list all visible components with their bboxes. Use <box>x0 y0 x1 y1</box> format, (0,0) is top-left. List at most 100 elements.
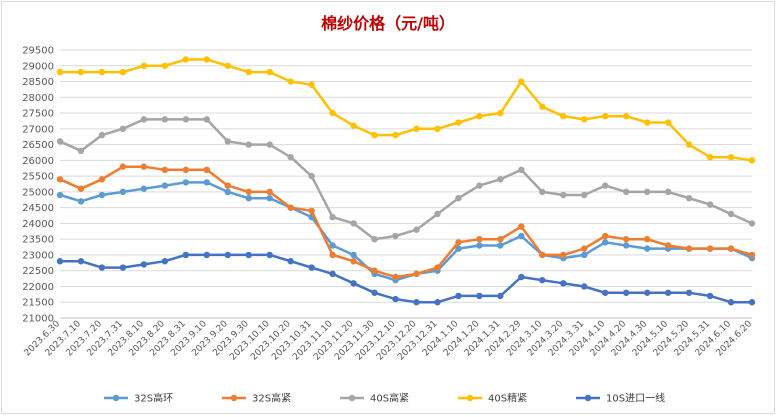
data-point <box>748 220 756 227</box>
data-point <box>182 56 190 63</box>
y-tick-label: 29000 <box>22 61 54 72</box>
data-point <box>308 264 315 271</box>
legend-label: 40S精紧 <box>488 392 527 405</box>
data-point <box>119 264 127 271</box>
data-point <box>287 204 294 211</box>
data-point <box>182 179 190 186</box>
y-tick-label: 28000 <box>22 93 54 104</box>
data-point <box>706 154 714 161</box>
data-point <box>727 210 735 218</box>
legend-label: 32S高紧 <box>252 392 291 405</box>
data-point <box>497 292 504 300</box>
chart-title: 棉纱价格（元/吨） <box>321 14 455 33</box>
y-tick-label: 21000 <box>22 314 54 325</box>
data-point <box>602 239 609 246</box>
series-line <box>59 165 753 279</box>
gridlines <box>60 49 752 319</box>
data-point <box>643 289 651 296</box>
data-point <box>685 194 693 202</box>
data-point <box>119 163 127 170</box>
series-line <box>60 253 752 304</box>
y-tick-label: 24500 <box>22 203 54 214</box>
data-point <box>706 201 714 208</box>
legend-marker <box>584 394 592 402</box>
data-point <box>350 220 357 227</box>
legend-item: 40S精紧 <box>458 392 527 405</box>
data-point <box>266 251 273 259</box>
data-point <box>308 172 315 180</box>
data-point <box>161 166 169 174</box>
series-line <box>59 181 753 282</box>
data-point <box>455 292 462 300</box>
data-point <box>77 258 85 265</box>
data-point <box>413 270 420 278</box>
data-point <box>350 251 357 259</box>
data-point <box>602 113 609 120</box>
data-point <box>140 62 148 69</box>
data-point <box>685 289 693 296</box>
data-point <box>727 154 735 161</box>
data-point <box>539 251 546 259</box>
data-point <box>455 245 462 252</box>
data-point <box>287 78 294 85</box>
data-point <box>518 78 525 85</box>
data-point <box>77 185 85 192</box>
data-point <box>622 113 630 120</box>
series-2 <box>56 163 756 281</box>
data-point <box>602 289 609 296</box>
data-point <box>308 81 315 88</box>
data-point <box>518 166 525 174</box>
data-point <box>413 226 420 233</box>
data-point <box>581 283 588 290</box>
data-point <box>287 258 294 265</box>
data-point <box>224 182 231 189</box>
data-point <box>224 251 231 259</box>
legend-item: 10S进口一线 <box>576 392 665 405</box>
data-point <box>56 176 64 183</box>
legend-label: 40S高紧 <box>370 392 409 405</box>
data-point <box>245 188 252 196</box>
data-point <box>245 68 252 76</box>
data-point <box>539 276 546 284</box>
data-point <box>119 68 127 76</box>
legend-item: 32S高环 <box>104 392 173 405</box>
y-tick-label: 25500 <box>22 172 54 183</box>
data-point <box>245 141 252 148</box>
data-point <box>140 163 148 170</box>
data-point <box>140 261 148 268</box>
data-point <box>56 138 64 145</box>
data-point <box>622 242 630 249</box>
data-point <box>434 264 441 271</box>
data-point <box>371 289 378 296</box>
series-line <box>60 58 753 162</box>
legend-marker <box>230 394 238 402</box>
legend-item: 32S高紧 <box>222 392 291 405</box>
data-point <box>455 239 462 246</box>
data-point <box>350 258 357 265</box>
data-point <box>622 289 630 296</box>
data-point <box>98 191 106 199</box>
data-point <box>455 194 462 202</box>
data-point <box>161 182 169 189</box>
data-point <box>266 141 273 148</box>
data-point <box>497 109 504 117</box>
data-point <box>182 166 190 174</box>
series-5 <box>56 251 756 306</box>
data-point <box>748 299 756 306</box>
data-point <box>434 125 441 133</box>
data-point <box>664 242 672 249</box>
data-point <box>581 251 588 259</box>
y-tick-label: 26000 <box>22 156 54 167</box>
x-axis: 2023.6.302023.7.102023.7.202023.7.312023… <box>23 317 754 363</box>
data-point <box>371 267 378 274</box>
data-point <box>329 251 336 259</box>
data-point <box>287 154 294 161</box>
data-point <box>413 125 420 133</box>
data-point <box>581 191 588 199</box>
data-point <box>476 113 483 120</box>
legend-marker <box>466 394 474 402</box>
data-point <box>392 273 399 281</box>
legend-label: 32S高环 <box>134 392 173 405</box>
data-point <box>685 141 693 148</box>
data-point <box>98 68 106 76</box>
